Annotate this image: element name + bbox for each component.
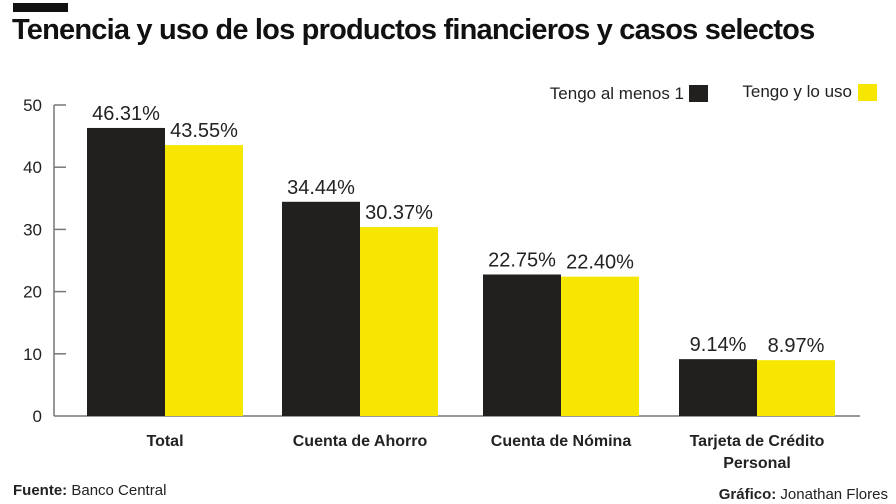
credit-value: Jonathan Flores <box>780 486 888 503</box>
bar-tengo-y-lo-uso <box>561 276 639 416</box>
x-category-label: Tarjeta de Crédito <box>690 433 825 450</box>
legend-label-tengo-y-lo-uso: Tengo y lo uso <box>742 82 852 101</box>
legend-label-tengo-al-menos-1: Tengo al menos 1 <box>550 84 684 103</box>
x-category-label: Cuenta de Ahorro <box>293 433 428 450</box>
data-label: 43.55% <box>170 120 238 142</box>
legend-swatch-tengo-al-menos-1 <box>689 85 708 102</box>
credit-label: Gráfico: <box>718 486 777 503</box>
source-note: Fuente: Banco Central <box>13 482 166 499</box>
bar-tengo-y-lo-uso <box>360 227 438 416</box>
x-category-label: Cuenta de Nómina <box>491 433 632 450</box>
y-tick-label: 30 <box>23 220 42 239</box>
bar-tengo-y-lo-uso <box>165 145 243 416</box>
source-label: Fuente: <box>13 482 68 499</box>
bar-tengo-al-menos-1 <box>282 201 360 416</box>
y-tick-label: 50 <box>23 96 42 115</box>
x-category-label: Total <box>146 433 183 450</box>
y-tick-label: 20 <box>23 283 42 302</box>
y-tick-label: 0 <box>33 407 42 426</box>
data-label: 34.44% <box>287 177 355 199</box>
data-label: 22.40% <box>566 252 634 274</box>
y-tick-label: 10 <box>23 345 42 364</box>
bar-tengo-y-lo-uso <box>757 360 835 416</box>
data-label: 46.31% <box>92 103 160 125</box>
bar-tengo-al-menos-1 <box>679 359 757 416</box>
data-label: 22.75% <box>488 249 556 271</box>
bar-tengo-al-menos-1 <box>87 127 165 417</box>
chart-title: Tenencia y uso de los productos financie… <box>12 14 815 46</box>
legend-swatch-tengo-y-lo-uso <box>858 84 877 101</box>
data-label: 8.97% <box>768 335 825 357</box>
bar-tengo-al-menos-1 <box>483 274 561 416</box>
data-label: 9.14% <box>690 334 747 356</box>
source-value: Banco Central <box>71 482 167 499</box>
y-tick-label: 40 <box>23 158 42 177</box>
x-category-label: Personal <box>723 455 791 472</box>
credit-note: Gráfico: Jonathan Flores <box>719 486 888 503</box>
title-accent-bar <box>13 3 68 12</box>
data-label: 30.37% <box>365 202 433 224</box>
